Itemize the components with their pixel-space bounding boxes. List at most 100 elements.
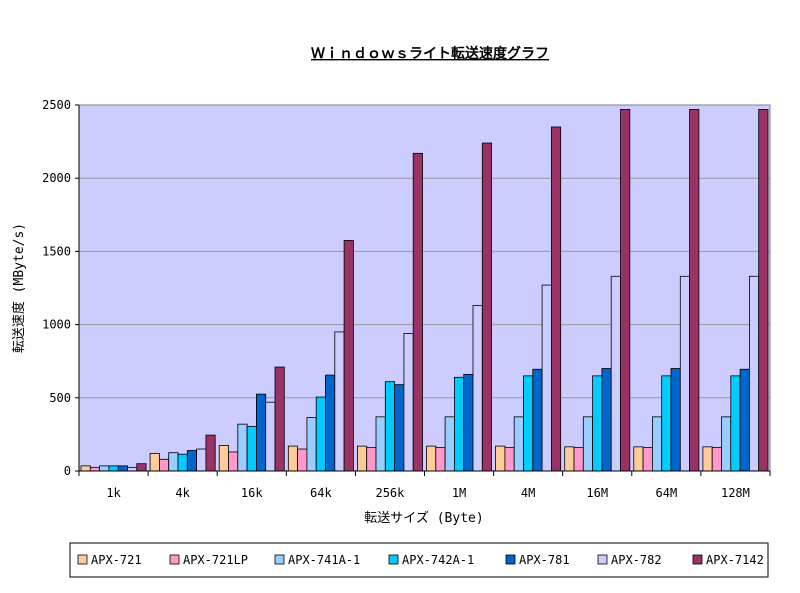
bar-apx-781-4m [532,368,543,472]
bar-apx-721lp-64m [642,447,653,472]
x-tick-label: 4M [521,486,535,500]
legend-label-apx-742a-1: APX-742A-1 [402,553,474,567]
bar-apx-721-1k [80,465,91,472]
bar-apx-721-1m [426,445,437,472]
bar-apx-781-64m [670,368,681,472]
bar-apx-721-128m [702,446,713,472]
legend-swatch-apx-721lp [169,554,180,565]
bar-apx-7142-64k [343,240,354,472]
bar-apx-7142-4m [551,126,562,472]
bar-apx-7142-4k [205,434,216,472]
legend-label-apx-721lp: APX-721LP [183,553,248,567]
bar-apx-7142-64m [689,108,700,472]
bar-apx-7142-256k [412,152,423,472]
bar-apx-721-64k [287,445,298,472]
bar-apx-741a-1-1k [99,465,110,472]
legend-swatch-apx-742a-1 [388,554,399,565]
bar-apx-721lp-1k [89,466,101,472]
bar-apx-721lp-64k [297,448,308,472]
bar-apx-782-16m [610,275,621,472]
legend-swatch-apx-7142 [692,554,703,565]
y-tick-label: 2500 [42,98,71,112]
bar-apx-721lp-128m [711,447,722,472]
bar-apx-721-256k [356,445,368,472]
bar-apx-7142-1k [136,463,147,472]
bar-apx-781-128m [739,368,750,472]
bar-apx-741a-1-16m [582,416,593,472]
bar-apx-781-64k [325,374,336,472]
bar-apx-721-64m [633,446,644,472]
bar-apx-742a-1-1k [108,465,119,472]
x-tick-label: 4k [175,486,190,500]
y-tick-label: 0 [64,464,71,478]
x-tick-label: 256k [375,486,405,500]
legend-label-apx-721: APX-721 [91,553,142,567]
x-ticks: 1k 4k 16k 64k 256k 1M 4M 16M 64M 128M [78,471,771,500]
bar-apx-742a-1-64m [661,375,672,472]
bar-apx-721-16k [218,444,229,472]
gridlines [79,177,770,399]
bar-apx-721-4k [149,453,160,472]
legend-swatch-apx-721 [77,554,88,565]
bar-apx-7142-16m [620,108,631,472]
bar-apx-781-16k [255,393,267,472]
x-tick-label: 64k [310,486,332,500]
bar-apx-781-256k [394,384,405,472]
bar-apx-741a-1-1m [444,416,455,472]
x-tick-label: 128M [721,486,750,500]
legend-label-apx-782: APX-782 [611,553,662,567]
bar-apx-742a-1-4m [523,375,534,472]
bar-apx-721lp-4m [504,447,515,472]
bar-apx-741a-1-4k [168,452,179,472]
bar-apx-782-64m [679,275,690,472]
y-ticks: 0 500 1000 1500 2000 2500 [42,98,79,478]
y-tick-label: 1500 [42,244,71,258]
bar-apx-782-1m [472,305,483,472]
bar-apx-781-1m [463,373,474,472]
bar-apx-742a-1-128m [730,375,741,472]
bar-apx-741a-1-64m [652,416,663,472]
bar-apx-781-16m [601,368,612,472]
legend-swatch-apx-782 [597,554,608,565]
bar-apx-7142-16k [274,366,285,472]
legend-items: APX-721 APX-721LP APX-741A-1 APX-742A-1 APX-… [77,553,764,567]
bar-apx-782-64k [334,331,345,472]
legend [69,542,769,578]
bar-apx-782-1k [127,466,138,472]
bar-apx-721lp-16k [228,451,239,472]
bar-apx-7142-1m [481,142,492,472]
bar-apx-721lp-256k [366,447,377,472]
bar-apx-741a-1-256k [375,416,386,472]
bar-apx-721-16m [564,446,575,472]
bar-apx-782-256k [403,332,414,472]
x-tick-label: 16M [586,486,608,500]
x-tick-label: 1k [106,486,121,500]
y-tick-label: 2000 [42,171,71,185]
bar-apx-782-4m [541,284,552,472]
plot-area [78,104,771,472]
legend-label-apx-741a-1: APX-741A-1 [288,553,360,567]
bar-apx-721-4m [495,445,506,472]
bar-apx-721lp-1m [435,447,446,472]
x-tick-label: 1M [452,486,466,500]
bar-apx-741a-1-16k [237,423,248,472]
y-tick-label: 1000 [42,318,71,332]
bar-apx-741a-1-4m [513,416,524,472]
y-tick-label: 500 [49,391,71,405]
bar-apx-742a-1-256k [384,381,395,472]
bar-apx-742a-1-16m [592,375,603,472]
bar-apx-741a-1-64k [306,417,317,472]
bar-apx-742a-1-1m [453,376,465,472]
legend-label-apx-781: APX-781 [519,553,570,567]
x-tick-label: 16k [241,486,263,500]
y-axis-title: 転送速度 (MByte/s) [11,223,27,353]
bar-apx-781-1k [117,465,128,472]
bar-apx-781-4k [186,450,198,472]
legend-swatch-apx-781 [505,554,516,565]
bar-apx-721lp-4k [158,458,170,472]
bar-apx-782-128m [749,275,760,472]
bar-apx-782-16k [265,401,276,472]
bar-apx-721lp-16m [573,447,584,472]
chart-title: Ｗｉｎｄｏｗｓライト転送速度グラフ [311,45,549,62]
